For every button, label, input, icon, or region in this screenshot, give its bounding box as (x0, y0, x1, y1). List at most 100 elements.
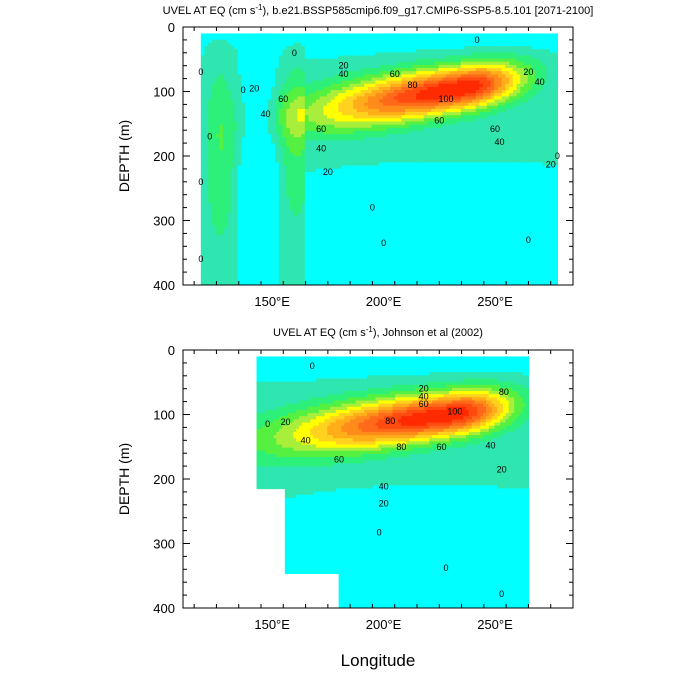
field-cell (237, 278, 243, 283)
field-cell (252, 278, 258, 283)
field-cell (319, 259, 324, 264)
field-cell (301, 77, 306, 82)
field-cell (219, 105, 224, 110)
field-cell (204, 171, 209, 176)
field-cell (416, 140, 421, 145)
field-cell (278, 278, 284, 283)
field-cell (226, 55, 232, 60)
field-cell (282, 272, 287, 277)
field-cell (416, 206, 421, 211)
field-cell (219, 278, 224, 283)
field-cell (427, 253, 432, 258)
field-cell (408, 222, 414, 226)
field-cell (334, 281, 339, 285)
field-cell (252, 64, 258, 69)
field-cell (345, 140, 350, 145)
field-cell (390, 275, 395, 280)
field-cell (356, 121, 362, 126)
field-cell (208, 159, 213, 163)
field-cell (390, 143, 395, 148)
field-cell (215, 225, 220, 229)
field-cell (237, 262, 243, 267)
field-cell (315, 203, 321, 207)
field-cell (204, 108, 209, 113)
field-cell (386, 247, 391, 252)
field-cell (327, 212, 332, 217)
field-cell (289, 108, 295, 113)
field-cell (315, 127, 321, 132)
field-cell (315, 253, 321, 258)
field-cell (408, 184, 414, 189)
field-cell (379, 159, 384, 163)
field-cell (234, 212, 239, 217)
field-cell (338, 93, 343, 97)
field-cell (256, 168, 261, 173)
field-cell (241, 209, 246, 214)
field-cell (353, 225, 358, 229)
field-cell (245, 71, 250, 75)
field-cell (323, 278, 328, 283)
field-cell (219, 234, 224, 239)
field-cell (349, 96, 354, 101)
field-cell (267, 275, 272, 280)
field-cell (293, 159, 298, 163)
field-cell (315, 215, 321, 220)
field-cell (297, 281, 302, 285)
field-cell (271, 174, 276, 179)
field-cell (219, 215, 224, 220)
field-cell (401, 159, 406, 163)
field-cell (237, 137, 243, 141)
field-cell (204, 156, 209, 160)
field-cell (304, 237, 310, 242)
field-cell (353, 178, 358, 182)
field-cell (301, 68, 306, 72)
field-cell (204, 272, 209, 277)
field-cell (271, 225, 276, 229)
field-cell (427, 42, 432, 47)
field-cell (297, 156, 302, 160)
field-cell (386, 77, 391, 82)
field-cell (419, 162, 425, 167)
field-cell (249, 68, 254, 72)
field-cell (304, 162, 310, 167)
field-cell (327, 206, 332, 211)
field-cell (234, 184, 239, 189)
field-cell (412, 86, 417, 91)
field-cell (200, 193, 206, 198)
field-cell (278, 275, 284, 280)
field-cell (293, 272, 298, 277)
field-cell (419, 206, 425, 211)
field-cell (393, 33, 399, 38)
field-cell (416, 74, 421, 79)
field-cell (334, 99, 339, 104)
field-cell (408, 71, 414, 75)
field-cell (330, 275, 336, 280)
field-cell (275, 49, 280, 53)
field-cell (275, 118, 280, 123)
field-cell (289, 115, 295, 119)
field-cell (263, 124, 269, 129)
field-cell (256, 80, 261, 85)
field-cell (267, 159, 272, 163)
field-cell (293, 184, 298, 189)
field-cell (200, 102, 206, 107)
field-cell (390, 112, 395, 116)
field-cell (397, 253, 402, 258)
field-cell (390, 200, 395, 204)
field-cell (278, 124, 284, 129)
field-cell (260, 74, 265, 79)
field-cell (308, 74, 313, 79)
field-cell (275, 33, 280, 38)
field-cell (419, 253, 425, 258)
field-cell (241, 240, 246, 245)
field-cell (353, 134, 358, 138)
field-cell (200, 266, 206, 270)
field-cell (349, 118, 354, 123)
field-cell (219, 266, 224, 270)
field-cell (271, 262, 276, 267)
field-cell (241, 143, 246, 148)
field-cell (397, 244, 402, 248)
field-cell (349, 259, 354, 264)
field-cell (245, 272, 250, 277)
field-cell (293, 55, 298, 60)
